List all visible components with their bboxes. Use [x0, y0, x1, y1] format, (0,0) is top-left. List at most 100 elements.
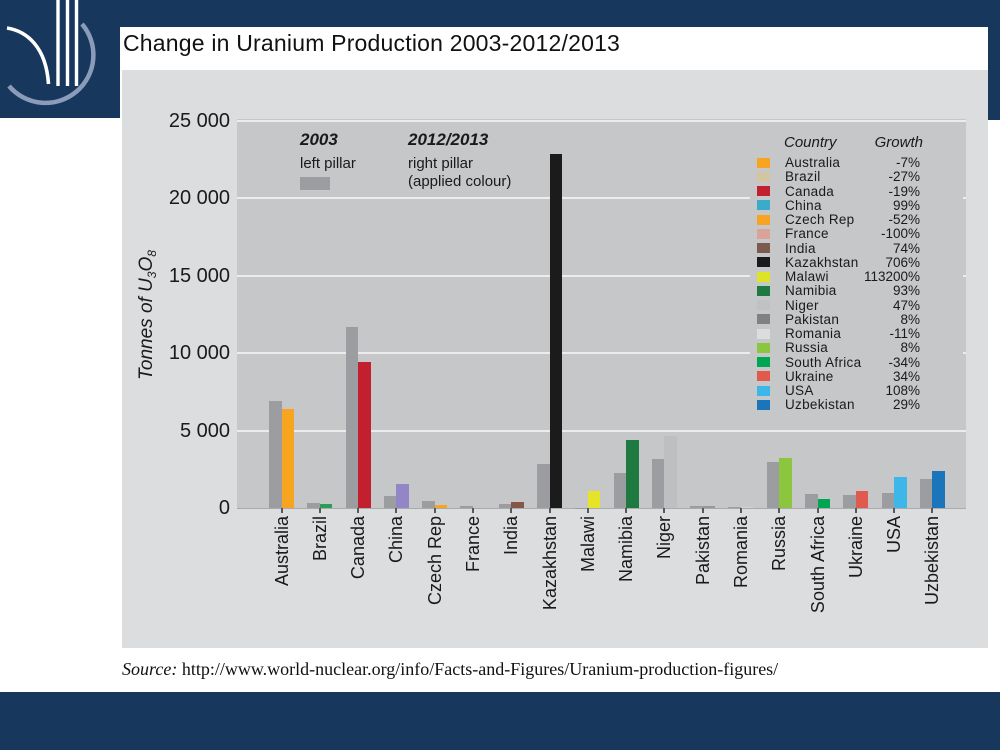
legend-row: Uzbekistan 29% [750, 397, 963, 413]
x-axis-label: Kazakhstan [539, 516, 560, 611]
note-2003-desc: left pillar [300, 155, 356, 172]
legend-row: Ukraine 34% [750, 368, 963, 384]
y-tick-label: 5 000 [179, 419, 230, 442]
axis-tick [625, 508, 628, 513]
legend-growth: 8% [900, 340, 920, 356]
legend-swatch [757, 342, 770, 353]
gridline [237, 274, 966, 277]
bar-2013 [855, 490, 869, 508]
legend-growth: -34% [888, 354, 920, 370]
logo-ring [7, 22, 96, 106]
x-axis-label: Niger [654, 516, 675, 560]
source-label: Source: [122, 659, 178, 679]
bar-2003 [613, 472, 627, 508]
bar-2013 [549, 153, 563, 508]
legend-growth: 113200% [863, 269, 920, 285]
y-tick-label: 0 [218, 497, 230, 519]
legend-row: Pakistan 8% [750, 311, 963, 327]
legend-swatch [757, 300, 770, 311]
legend-growth: 93% [892, 283, 920, 299]
legend-country: Australia [785, 155, 841, 171]
legend-swatch [757, 243, 770, 254]
legend-growth: -19% [888, 183, 920, 199]
legend-swatch [757, 257, 770, 268]
x-axis-line [237, 508, 966, 509]
axis-tick [893, 508, 896, 513]
bar-2003 [537, 464, 550, 508]
legend-country: Canada [785, 183, 835, 199]
gridline [237, 429, 966, 432]
axis-tick [510, 508, 513, 513]
bar-2013 [932, 470, 945, 508]
legend-swatch [757, 285, 770, 296]
x-axis-label: Namibia [616, 516, 637, 583]
axis-tick [816, 508, 819, 513]
legend-swatch [757, 214, 770, 225]
legend-box [750, 122, 963, 425]
legend-row: Russia 8% [750, 340, 963, 356]
legend-growth: -7% [895, 155, 920, 171]
note-2013-year: 2012/2013 [408, 130, 489, 149]
bar-2013 [358, 361, 371, 508]
x-axis-label: South Africa [807, 516, 828, 614]
legend-country: China [785, 197, 822, 213]
legend-growth: 47% [892, 297, 920, 313]
legend-growth: -100% [880, 226, 920, 242]
legend-row: Namibia 93% [750, 283, 963, 299]
legend-country: Uzbekistan [785, 397, 855, 413]
legend-swatch [757, 200, 770, 211]
legend-growth: 34% [892, 368, 920, 384]
axis-tick [586, 508, 589, 513]
slide-title: Change in Uranium Production 2003-2012/2… [123, 30, 621, 56]
axis-tick [778, 508, 781, 513]
bar-2013 [319, 504, 333, 508]
legend-country: South Africa [785, 354, 862, 370]
x-axis-label: Canada [348, 516, 369, 580]
axis-tick [433, 508, 436, 513]
legend-country: Kazakhstan [785, 254, 859, 270]
bar-2003 [269, 401, 282, 508]
legend-row: USA 108% [750, 383, 963, 398]
y-tick-label: 25 000 [168, 110, 230, 132]
legend-country: Pakistan [785, 311, 840, 327]
bar-2003 [307, 503, 320, 508]
legend-growth: -11% [889, 326, 920, 342]
legend-swatch [757, 371, 770, 382]
axis-tick [548, 508, 551, 513]
legend-row: Canada -19% [750, 183, 963, 199]
axis-tick [663, 508, 666, 513]
x-axis-label: Uzbekistan [922, 516, 943, 606]
axis-tick [739, 508, 742, 513]
legend-row: France -100% [750, 226, 963, 242]
legend-swatch [757, 399, 770, 410]
logo-curve [6, 26, 51, 85]
y-tick-label: 15 000 [168, 264, 230, 287]
x-axis-label: Romania [730, 516, 751, 589]
legend-growth: -27% [888, 169, 920, 185]
bar-2013 [434, 504, 448, 508]
legend-row: Australia -7% [750, 155, 963, 171]
axis-tick [701, 508, 704, 513]
bar-2003 [422, 501, 435, 508]
bar-2013 [626, 439, 639, 508]
legend-swatch [757, 357, 770, 368]
legend-row: South Africa -34% [750, 354, 963, 370]
legend-country: Malawi [785, 269, 829, 285]
legend-country: Namibia [785, 283, 837, 299]
x-axis-label: Malawi [577, 516, 598, 573]
legend-header-growth: Growth [874, 134, 923, 151]
bar-2003 [881, 493, 895, 508]
left-margin [0, 118, 120, 692]
source-line: Source: http://www.world-nuclear.org/inf… [122, 659, 778, 680]
legend-country: Ukraine [785, 368, 834, 384]
bar-2003 [383, 496, 397, 508]
bar-2013 [664, 436, 677, 508]
legend-swatch [757, 271, 770, 282]
bar-2013 [817, 498, 831, 508]
note-2013-desc2: (applied colour) [408, 173, 512, 190]
legend-row: Malawi 113200% [750, 269, 963, 285]
right-margin [988, 120, 1000, 692]
world-nuclear-logo-icon [0, 0, 120, 118]
x-axis-label: Australia [271, 516, 292, 587]
bar-2013 [894, 477, 907, 508]
